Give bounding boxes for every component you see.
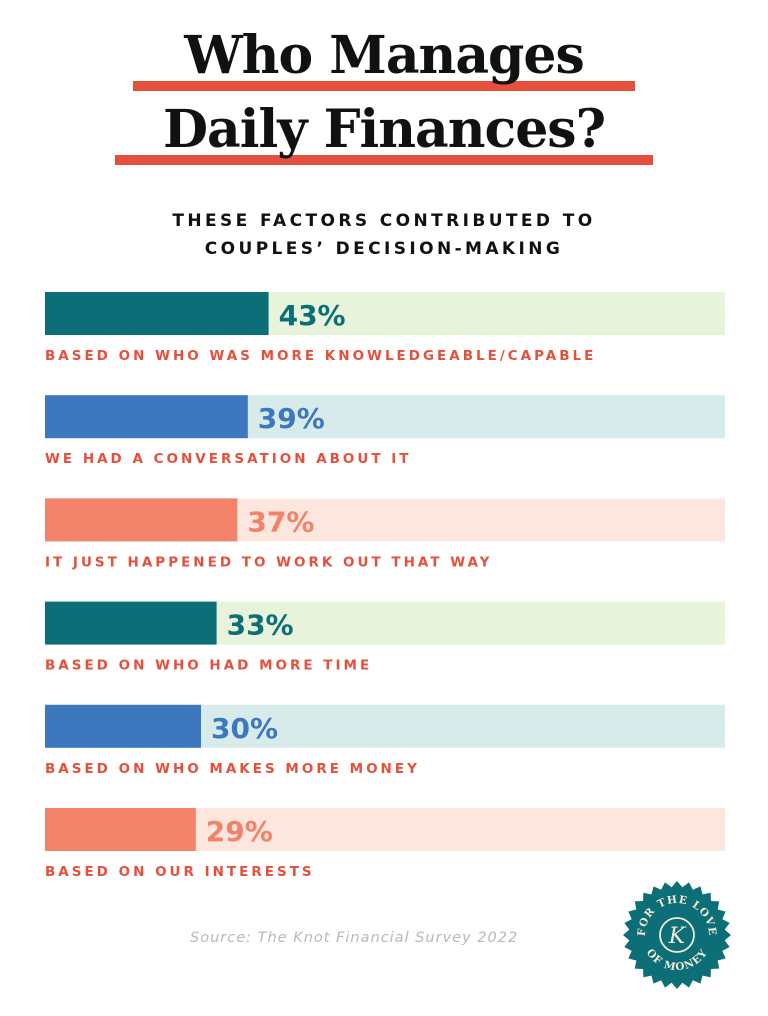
bar-chart: 43% BASED ON WHO WAS MORE KNOWLEDGEABLE/C…: [45, 292, 725, 880]
data-label: 37%: [247, 505, 314, 538]
category-label: IT JUST HAPPENED TO WORK OUT THAT WAY: [45, 554, 492, 570]
subtitle-line-2: COUPLES’ DECISION-MAKING: [204, 239, 564, 259]
data-label: 43%: [279, 299, 346, 332]
subtitle-line-1: THESE FACTORS CONTRIBUTED TO: [172, 211, 596, 231]
for-the-love-of-money-seal: FOR THE LOVE OF MONEY K: [623, 881, 731, 989]
seal-initial: K: [668, 924, 687, 949]
category-label: BASED ON WHO WAS MORE KNOWLEDGEABLE/CAPA…: [45, 348, 596, 364]
title-underline-2: [115, 155, 653, 165]
category-label: BASED ON OUR INTERESTS: [45, 864, 315, 880]
title-underline-1: [133, 81, 635, 91]
data-label: 33%: [227, 609, 294, 642]
bar: [45, 601, 217, 645]
seal-starburst: [623, 881, 731, 989]
title-line-2: Daily Finances?: [162, 99, 606, 160]
data-label: 39%: [258, 402, 325, 435]
bar: [45, 704, 201, 748]
category-label: BASED ON WHO HAD MORE TIME: [45, 658, 372, 674]
category-label: BASED ON WHO MAKES MORE MONEY: [45, 761, 420, 777]
data-label: 29%: [206, 815, 273, 848]
bar: [45, 292, 269, 335]
bar: [45, 808, 196, 851]
bar: [45, 395, 248, 439]
seal-inner-ring: [659, 917, 695, 953]
bar: [45, 498, 238, 542]
data-label: 30%: [211, 712, 278, 745]
title-line-1: Who Manages: [184, 25, 584, 86]
category-label: WE HAD A CONVERSATION ABOUT IT: [45, 451, 412, 467]
source-note: Source: The Knot Financial Survey 2022: [190, 930, 519, 946]
